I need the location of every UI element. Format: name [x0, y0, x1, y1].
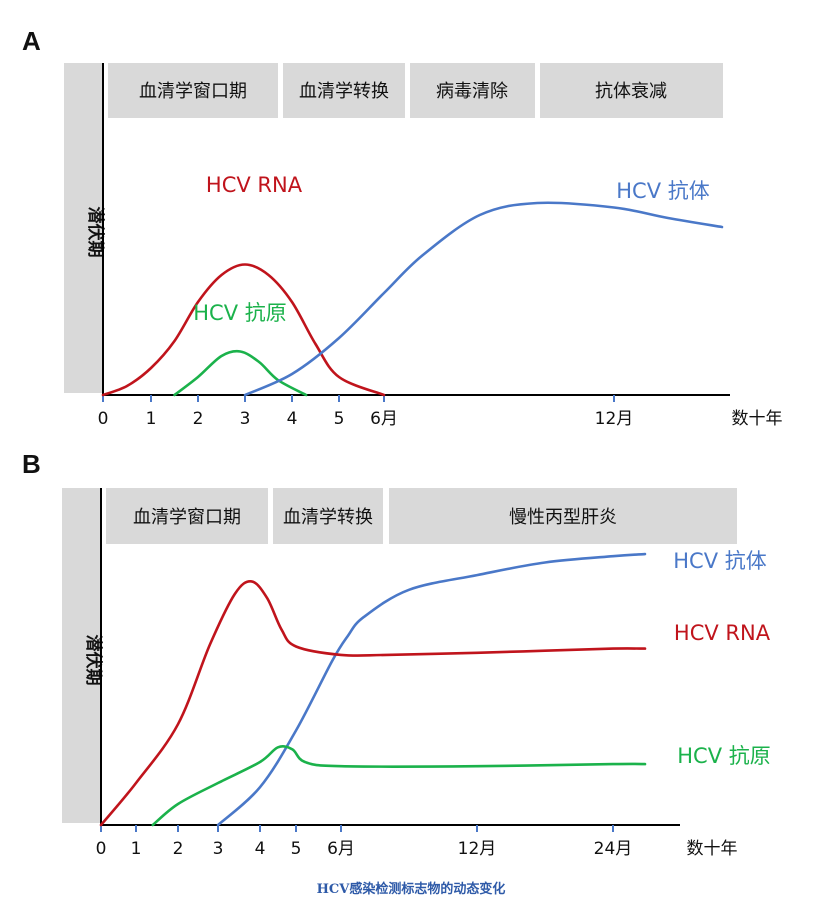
- series-line: [101, 263, 386, 397]
- panel-a-phase-box-3: [410, 63, 535, 118]
- x-tick-label: 5: [334, 409, 345, 429]
- panel-b-letter: B: [22, 449, 41, 479]
- x-tick-label: 12月: [595, 409, 634, 429]
- series-line: [151, 745, 647, 827]
- x-tick-label: 4: [287, 409, 298, 429]
- x-tick-label: 6月: [370, 409, 398, 429]
- panel-a-phase-4: 抗体衰减: [595, 81, 667, 102]
- series-line: [216, 552, 647, 827]
- panel-a-phase-box-2: [283, 63, 405, 118]
- panel-b-label-antibody: HCV 抗体: [673, 549, 767, 573]
- panel-b-phase-3: 慢性丙型肝炎: [509, 507, 617, 528]
- panel-b: B 潜伏期 血清学窗口期 血清学转换 慢性丙型肝炎 0 1 2 3 4 5 6月 12月 24月…: [22, 449, 771, 859]
- panel-b-label-antigen: HCV 抗原: [677, 744, 771, 768]
- x-tick-label: 2: [193, 409, 204, 429]
- series-line: [173, 349, 308, 397]
- panel-a-series: [101, 201, 724, 397]
- panel-a-phase-2: 血清学转换: [299, 81, 389, 102]
- x-tick-label: 1: [131, 839, 142, 859]
- panel-b-phase-1: 血清学窗口期: [133, 507, 241, 528]
- x-tick-label: 1: [146, 409, 157, 429]
- panel-a-latent-label: 潜伏期: [85, 207, 106, 258]
- panel-a-label-rna: HCV RNA: [206, 173, 303, 197]
- x-tick-label: 数十年: [732, 409, 783, 429]
- x-tick-label: 12月: [458, 839, 497, 859]
- panel-a-label-antibody: HCV 抗体: [616, 179, 710, 203]
- panel-b-phase-box-1: [106, 488, 268, 544]
- x-tick-label: 2: [173, 839, 184, 859]
- panel-b-phase-box-2: [273, 488, 383, 544]
- panel-a-phase-box-4: [540, 63, 723, 118]
- panel-a-label-antigen: HCV 抗原: [193, 301, 287, 325]
- x-tick-label: 6月: [327, 839, 355, 859]
- panel-b-series: [99, 552, 647, 827]
- x-tick-label: 0: [96, 839, 107, 859]
- panel-b-label-rna: HCV RNA: [674, 621, 771, 645]
- panel-a-phase-box-1: [108, 63, 278, 118]
- panel-a-phase-3: 病毒清除: [436, 81, 508, 102]
- x-tick-label: 3: [213, 839, 224, 859]
- panel-a-phase-1: 血清学窗口期: [139, 81, 247, 102]
- series-line: [99, 580, 647, 827]
- x-tick-label: 数十年: [687, 839, 738, 859]
- panel-a-ticks: 0 1 2 3 4 5 6月 12月 数十年: [98, 395, 783, 429]
- x-tick-label: 0: [98, 409, 109, 429]
- figure-caption: HCV感染检测标志物的动态变化: [317, 881, 506, 897]
- x-tick-label: 5: [291, 839, 302, 859]
- x-tick-label: 4: [255, 839, 266, 859]
- series-line: [243, 201, 724, 397]
- panel-a-letter: A: [22, 26, 41, 56]
- panel-a: A 潜伏期 血清学窗口期 血清学转换 病毒清除 抗体衰减 0 1 2 3 4 5 6月 12月…: [22, 26, 783, 429]
- x-tick-label: 24月: [594, 839, 633, 859]
- panel-b-phase-2: 血清学转换: [283, 507, 373, 528]
- panel-b-latent-label: 潜伏期: [83, 635, 104, 686]
- panel-b-phase-box-3: [389, 488, 737, 544]
- panel-b-ticks: 0 1 2 3 4 5 6月 12月 24月 数十年: [96, 825, 738, 859]
- panel-b-latent-band: [62, 488, 100, 823]
- x-tick-label: 3: [240, 409, 251, 429]
- panel-a-latent-band: [64, 63, 102, 393]
